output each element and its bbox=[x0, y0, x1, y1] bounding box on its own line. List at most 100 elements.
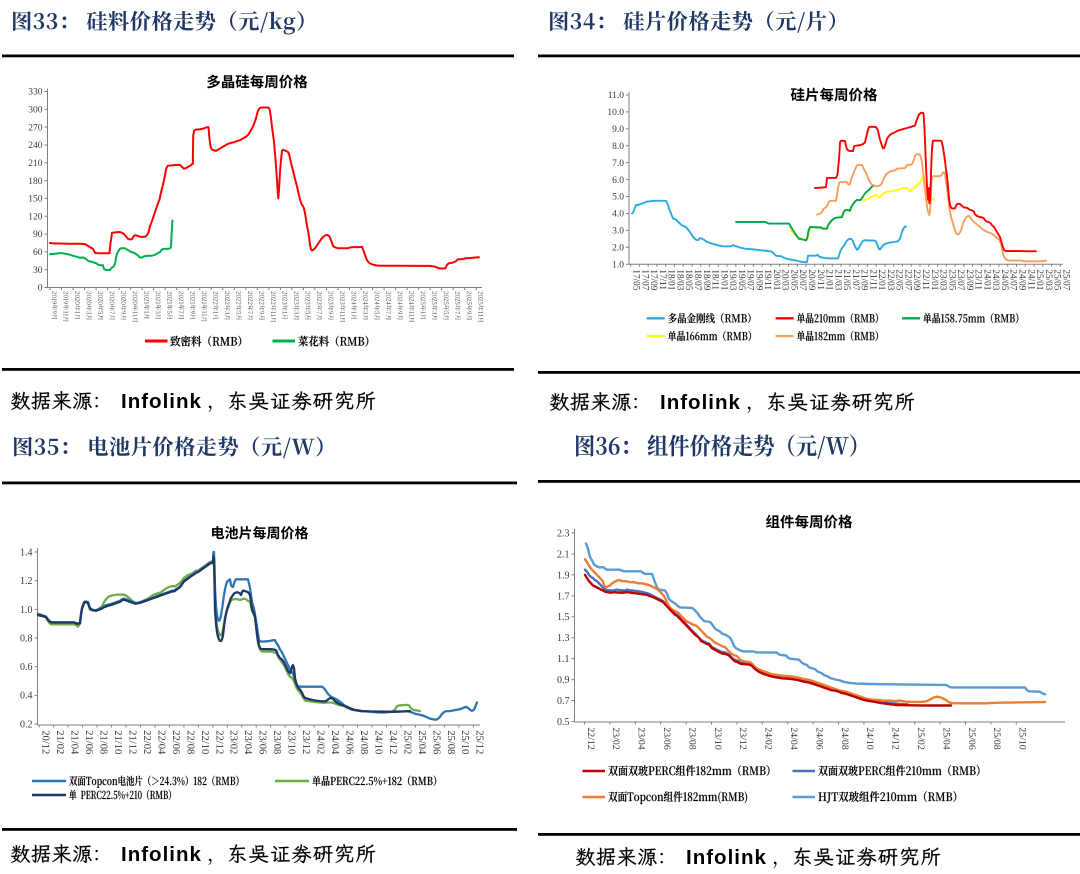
svg-text:24/11: 24/11 bbox=[1026, 269, 1036, 290]
svg-text:25/02: 25/02 bbox=[915, 727, 926, 749]
svg-text:25/02: 25/02 bbox=[401, 730, 412, 754]
svg-text:60: 60 bbox=[33, 248, 43, 258]
svg-text:21/07: 21/07 bbox=[851, 269, 861, 290]
svg-text:24/02: 24/02 bbox=[315, 730, 326, 754]
svg-text:23/06: 23/06 bbox=[661, 727, 672, 749]
svg-text:330: 330 bbox=[28, 88, 43, 98]
svg-text:0.4: 0.4 bbox=[20, 691, 33, 702]
svg-text:22/10: 22/10 bbox=[199, 730, 210, 754]
svg-text:23/09: 23/09 bbox=[965, 269, 975, 290]
svg-text:20/01: 20/01 bbox=[772, 269, 782, 290]
svg-text:24/10: 24/10 bbox=[864, 727, 875, 749]
svg-text:20/11: 20/11 bbox=[816, 269, 826, 290]
svg-text:25/01: 25/01 bbox=[1035, 269, 1045, 290]
svg-text:21/03: 21/03 bbox=[833, 269, 843, 290]
svg-text:19/11: 19/11 bbox=[763, 269, 773, 290]
svg-text:20/09: 20/09 bbox=[807, 269, 817, 290]
svg-text:0.8: 0.8 bbox=[20, 633, 33, 644]
svg-text:22/03: 22/03 bbox=[886, 269, 896, 290]
svg-text:24/04: 24/04 bbox=[788, 727, 799, 749]
svg-text:25/06: 25/06 bbox=[966, 727, 977, 749]
svg-text:23/10: 23/10 bbox=[286, 730, 297, 754]
svg-text:23/03: 23/03 bbox=[939, 269, 949, 290]
svg-text:22/02: 22/02 bbox=[141, 730, 152, 754]
svg-text:23/07: 23/07 bbox=[956, 269, 966, 290]
svg-text:25/12: 25/12 bbox=[474, 730, 485, 754]
svg-text:25/04: 25/04 bbox=[416, 730, 427, 755]
svg-text:24/06: 24/06 bbox=[813, 727, 824, 749]
svg-text:22/05: 22/05 bbox=[895, 269, 905, 290]
svg-text:2.3: 2.3 bbox=[557, 528, 570, 539]
svg-text:4.0: 4.0 bbox=[612, 210, 624, 220]
svg-text:11.0: 11.0 bbox=[608, 91, 625, 101]
svg-text:0.7: 0.7 bbox=[557, 696, 570, 707]
svg-text:1.4: 1.4 bbox=[20, 547, 33, 558]
svg-text:1.7: 1.7 bbox=[557, 591, 570, 602]
svg-text:18/03: 18/03 bbox=[675, 269, 685, 290]
svg-text:21/12: 21/12 bbox=[126, 730, 137, 754]
svg-text:18/11: 18/11 bbox=[711, 269, 721, 290]
svg-text:25/08: 25/08 bbox=[445, 730, 456, 754]
svg-text:25/10: 25/10 bbox=[1017, 727, 1028, 749]
svg-text:Infolink: Infolink bbox=[686, 846, 767, 869]
svg-text:0.9: 0.9 bbox=[557, 675, 570, 686]
svg-text:25/06: 25/06 bbox=[430, 730, 441, 754]
svg-text:120: 120 bbox=[28, 212, 43, 222]
svg-text:21/08: 21/08 bbox=[97, 730, 108, 754]
svg-text:1.3: 1.3 bbox=[557, 633, 570, 644]
svg-text:6.0: 6.0 bbox=[612, 176, 624, 186]
svg-text:180: 180 bbox=[28, 177, 43, 187]
svg-text:22/01: 22/01 bbox=[877, 269, 887, 290]
svg-text:17/07: 17/07 bbox=[640, 269, 650, 290]
svg-text:18/07: 18/07 bbox=[693, 269, 703, 290]
svg-text:23/10: 23/10 bbox=[712, 727, 723, 749]
svg-text:30: 30 bbox=[33, 266, 43, 276]
svg-text:1.1: 1.1 bbox=[557, 654, 570, 665]
svg-text:24/12: 24/12 bbox=[387, 730, 398, 754]
svg-text:21/04: 21/04 bbox=[69, 730, 80, 755]
svg-text:17/05: 17/05 bbox=[632, 269, 642, 290]
svg-text:90: 90 bbox=[33, 230, 43, 240]
svg-text:23/06: 23/06 bbox=[257, 730, 268, 754]
svg-text:1.5: 1.5 bbox=[557, 612, 570, 623]
svg-text:18/09: 18/09 bbox=[702, 269, 712, 290]
svg-text:21/01: 21/01 bbox=[825, 269, 835, 290]
svg-text:22/04: 22/04 bbox=[155, 730, 166, 755]
svg-text:150: 150 bbox=[28, 195, 43, 205]
svg-text:24/07: 24/07 bbox=[1009, 269, 1019, 290]
svg-text:20/03: 20/03 bbox=[781, 269, 791, 290]
svg-text:23/02: 23/02 bbox=[228, 730, 239, 754]
svg-text:9.0: 9.0 bbox=[612, 125, 624, 135]
svg-text:1.0: 1.0 bbox=[20, 605, 33, 616]
svg-text:17/09: 17/09 bbox=[649, 269, 659, 290]
svg-text:7.0: 7.0 bbox=[612, 159, 624, 169]
svg-text:23/12: 23/12 bbox=[300, 730, 311, 754]
svg-text:23/12: 23/12 bbox=[737, 727, 748, 749]
svg-text:23/01: 23/01 bbox=[930, 269, 940, 290]
svg-text:24/04: 24/04 bbox=[329, 730, 340, 755]
svg-text:210: 210 bbox=[28, 159, 43, 169]
svg-text:23/04: 23/04 bbox=[636, 727, 647, 749]
svg-text:25/10: 25/10 bbox=[459, 730, 470, 754]
svg-text:17/11: 17/11 bbox=[658, 269, 668, 290]
svg-text:24/08: 24/08 bbox=[839, 727, 850, 749]
svg-text:270: 270 bbox=[28, 123, 43, 133]
svg-text:25/05: 25/05 bbox=[1053, 269, 1063, 290]
svg-text:23/05: 23/05 bbox=[947, 269, 957, 290]
svg-text:22/08: 22/08 bbox=[184, 730, 195, 754]
svg-text:20/12: 20/12 bbox=[40, 730, 51, 754]
svg-text:25/07: 25/07 bbox=[1061, 269, 1071, 290]
svg-text:24/02: 24/02 bbox=[763, 727, 774, 749]
svg-text:24/06: 24/06 bbox=[343, 730, 354, 754]
svg-text:3.0: 3.0 bbox=[612, 227, 624, 237]
svg-text:Infolink: Infolink bbox=[121, 390, 202, 413]
svg-text:21/05: 21/05 bbox=[842, 269, 852, 290]
svg-text:25/03: 25/03 bbox=[1044, 269, 1054, 290]
svg-text:1.9: 1.9 bbox=[557, 570, 570, 581]
svg-text:24/10: 24/10 bbox=[372, 730, 383, 754]
svg-text:22/12: 22/12 bbox=[213, 730, 224, 754]
svg-text:0: 0 bbox=[38, 284, 43, 294]
svg-text:22/11: 22/11 bbox=[921, 269, 931, 290]
svg-text:Infolink: Infolink bbox=[121, 843, 202, 866]
svg-text:2.0: 2.0 bbox=[612, 243, 624, 253]
